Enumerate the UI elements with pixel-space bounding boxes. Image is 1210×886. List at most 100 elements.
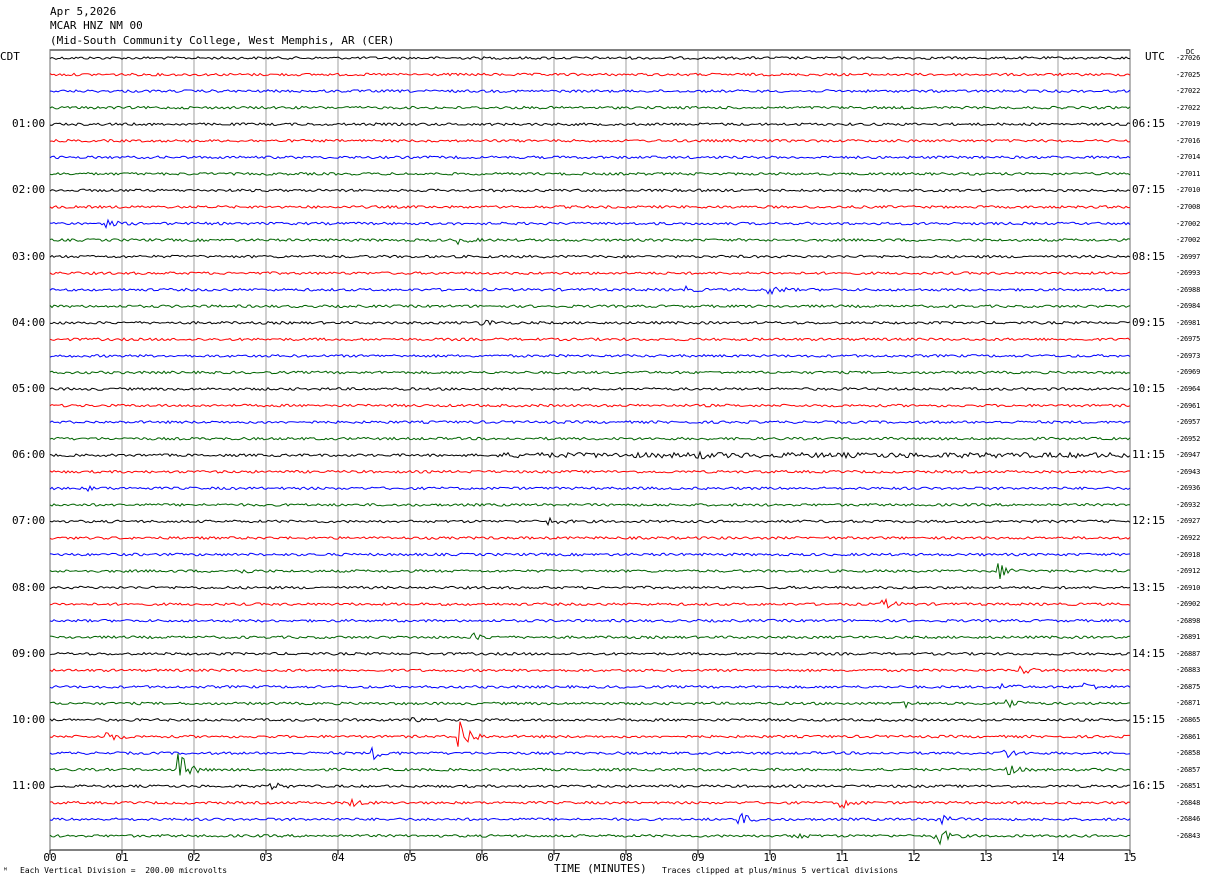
trace-row-34 — [49, 618, 1131, 623]
trace-offset-label: -26910 — [1176, 583, 1201, 592]
trace-offset-label: -26883 — [1176, 666, 1201, 675]
trace-row-13 — [49, 271, 1131, 276]
trace-offset-label: -27002 — [1176, 219, 1201, 228]
right-time-label: 12:15 — [1132, 514, 1166, 528]
trace-row-29 — [49, 535, 1131, 540]
trace-offset-label: -27011 — [1176, 169, 1201, 178]
trace-offset-label: -26871 — [1176, 699, 1201, 708]
corner-mark: ᴹ — [3, 866, 8, 875]
trace-offset-label: -26957 — [1176, 418, 1201, 427]
trace-offset-label: -26984 — [1176, 302, 1201, 311]
right-time-label: 13:15 — [1132, 580, 1166, 594]
trace-row-42 — [49, 745, 1131, 761]
trace-row-17 — [49, 337, 1131, 342]
right-time-label: 15:15 — [1132, 713, 1166, 726]
trace-offset-label: -27022 — [1176, 103, 1201, 112]
left-time-label: 09:00 — [12, 646, 46, 660]
x-axis-label: TIME (MINUTES) — [554, 862, 647, 875]
trace-offset-label: -26922 — [1176, 533, 1201, 542]
trace-row-5 — [49, 138, 1131, 143]
x-tick-label: 05 — [403, 851, 417, 864]
trace-row-3 — [49, 105, 1131, 110]
right-time-label: 10:15 — [1132, 382, 1166, 395]
trace-row-25 — [49, 469, 1131, 474]
trace-row-39 — [49, 698, 1131, 710]
left-time-label: 01:00 — [12, 117, 46, 131]
trace-offset-label: -27016 — [1176, 136, 1201, 145]
trace-row-12 — [49, 254, 1131, 259]
trace-row-36 — [49, 651, 1131, 656]
right-timezone-label: UTC — [1145, 50, 1165, 63]
trace-offset-label: -26857 — [1176, 765, 1201, 774]
x-tick-label: 06 — [475, 851, 489, 864]
x-tick-label: 08 — [619, 851, 633, 864]
trace-row-2 — [49, 89, 1131, 94]
trace-row-7 — [49, 171, 1131, 176]
vertical-scale-note: Each Vertical Division = 200.00 microvol… — [20, 866, 228, 875]
trace-offset-label: -26943 — [1176, 467, 1201, 476]
trace-offset-label: -26952 — [1176, 434, 1201, 443]
trace-row-21 — [49, 403, 1131, 408]
trace-row-44 — [49, 782, 1130, 791]
left-time-label: 02:00 — [12, 183, 46, 197]
trace-offset-label: -26851 — [1176, 782, 1201, 791]
trace-row-20 — [49, 386, 1131, 392]
x-tick-label: 15 — [1123, 851, 1137, 864]
trace-offset-label: -27002 — [1176, 236, 1201, 245]
trace-offset-label: -26961 — [1176, 401, 1201, 410]
x-tick-label: 10 — [763, 851, 777, 864]
trace-offset-label: -26848 — [1176, 798, 1201, 807]
left-time-label: 03:00 — [12, 249, 46, 263]
right-time-label: 09:15 — [1132, 315, 1166, 329]
clip-note: Traces clipped at plus/minus 5 vertical … — [662, 866, 899, 875]
left-time-label: 08:00 — [12, 580, 46, 594]
trace-offset-label: -26902 — [1176, 600, 1201, 609]
x-tick-label: 02 — [187, 851, 201, 864]
trace-row-8 — [49, 188, 1131, 193]
x-tick-label: 12 — [907, 851, 921, 864]
trace-offset-label: -26858 — [1176, 749, 1201, 758]
trace-offset-label: -27025 — [1176, 70, 1201, 79]
trace-offset-label: -26973 — [1176, 351, 1201, 360]
trace-row-46 — [49, 812, 1131, 826]
trace-row-27 — [49, 502, 1131, 507]
trace-offset-label: -26981 — [1176, 318, 1201, 327]
trace-row-19 — [49, 370, 1131, 375]
trace-offset-label: -26927 — [1176, 517, 1201, 526]
trace-row-4 — [49, 122, 1131, 127]
right-time-label: 11:15 — [1132, 448, 1166, 462]
trace-offset-label: -27010 — [1176, 186, 1201, 195]
trace-row-23 — [49, 436, 1131, 441]
trace-row-45 — [49, 797, 1131, 810]
trace-offset-label: -26969 — [1176, 368, 1201, 377]
trace-row-10 — [49, 218, 1131, 230]
trace-row-16 — [49, 319, 1131, 326]
x-tick-label: 04 — [331, 851, 345, 864]
trace-row-35 — [49, 632, 1131, 641]
trace-offset-label: -27008 — [1176, 202, 1201, 211]
x-tick-label: 07 — [547, 851, 561, 864]
left-timezone-label: CDT — [0, 50, 20, 63]
trace-row-0 — [49, 56, 1131, 60]
trace-offset-label: -26898 — [1176, 616, 1201, 625]
x-tick-label: 13 — [979, 851, 993, 864]
station-code: MCAR HNZ NM 00 — [50, 19, 143, 32]
x-tick-label: 14 — [1051, 851, 1065, 864]
trace-row-28 — [49, 516, 1131, 527]
right-time-label: 07:15 — [1132, 183, 1166, 197]
offset-unit-label: DC — [1186, 48, 1195, 56]
station-location: (Mid-South Community College, West Memph… — [50, 34, 395, 47]
trace-row-31 — [49, 563, 1131, 579]
left-time-label: 10:00 — [12, 713, 46, 726]
trace-row-47 — [49, 830, 1131, 846]
trace-offset-label: -26997 — [1176, 252, 1201, 261]
trace-offset-label: -27026 — [1176, 54, 1201, 62]
trace-row-22 — [49, 420, 1131, 425]
x-tick-label: 00 — [43, 851, 57, 864]
left-time-label: 05:00 — [12, 382, 46, 395]
trace-row-43 — [49, 753, 1131, 776]
trace-offset-label: -26947 — [1176, 451, 1201, 460]
trace-row-14 — [49, 285, 1131, 296]
trace-offset-label: -26843 — [1176, 831, 1201, 840]
